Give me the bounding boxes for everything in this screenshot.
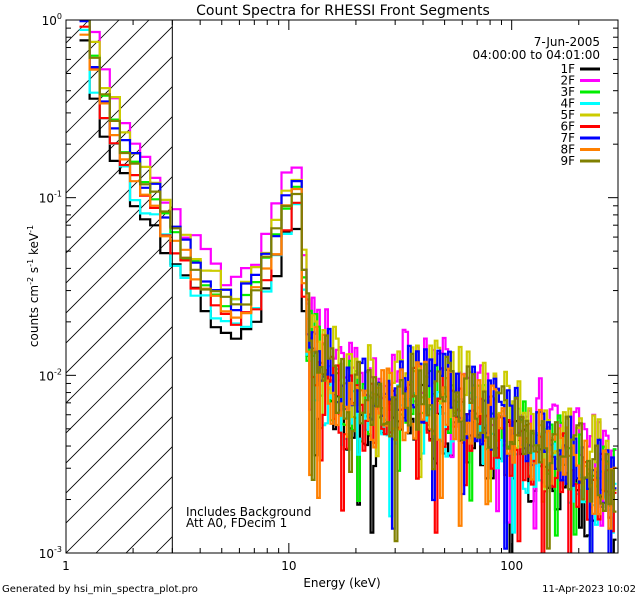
y-axis-label: counts cm-2 s-1 keV-1 <box>26 225 41 347</box>
hatch-line <box>66 416 173 524</box>
annotation-text: Att A0, FDecim 1 <box>186 516 287 530</box>
footer-generated-by: Generated by hsi_min_spectra_plot.pro <box>2 584 198 595</box>
series-8F <box>79 33 617 530</box>
footer-timestamp: 11-Apr-2023 10:02 <box>542 584 636 595</box>
hatch-line <box>66 386 173 494</box>
legend-label-2F: 2F <box>560 74 575 88</box>
series-layer <box>79 20 617 553</box>
x-tick-label: 100 <box>500 559 523 573</box>
y-tick-label: 10-3 <box>39 545 62 561</box>
legend-label-9F: 9F <box>560 154 575 168</box>
x-tick-label: 10 <box>281 559 296 573</box>
x-axis-label: Energy (keV) <box>303 576 380 590</box>
hatch-line <box>66 206 173 314</box>
chart-title: Count Spectra for RHESSI Front Segments <box>196 3 490 19</box>
series-9F <box>88 20 617 550</box>
hatch-line <box>66 86 173 194</box>
hatch-line <box>66 446 173 553</box>
legend-label-1F: 1F <box>560 62 575 76</box>
legend-label-7F: 7F <box>560 131 575 145</box>
date-text: 7-Jun-2005 <box>534 35 600 49</box>
time-range-text: 04:00:00 to 04:01:00 <box>473 48 600 62</box>
plot-frame <box>65 19 619 554</box>
hatch-line <box>66 26 173 134</box>
y-tick-label: 100 <box>42 12 62 28</box>
legend-label-5F: 5F <box>560 108 575 122</box>
date-info: 7-Jun-2005 04:00:00 to 04:01:00 <box>473 35 600 62</box>
series-4F <box>79 28 617 534</box>
y-tick-label: 10-1 <box>39 190 62 206</box>
y-tick-label: 10-2 <box>39 367 62 383</box>
axes: 1 10 100 100 10-1 10-2 10-3 <box>39 12 619 573</box>
hatch-line <box>66 266 173 374</box>
legend-label-8F: 8F <box>560 143 575 157</box>
legend-label-4F: 4F <box>560 97 575 111</box>
x-tick-label: 1 <box>62 559 70 573</box>
annotation-text: Includes Background <box>186 505 311 519</box>
legend-label-3F: 3F <box>560 85 575 99</box>
legend-label-6F: 6F <box>560 120 575 134</box>
hatch-line <box>66 236 173 344</box>
